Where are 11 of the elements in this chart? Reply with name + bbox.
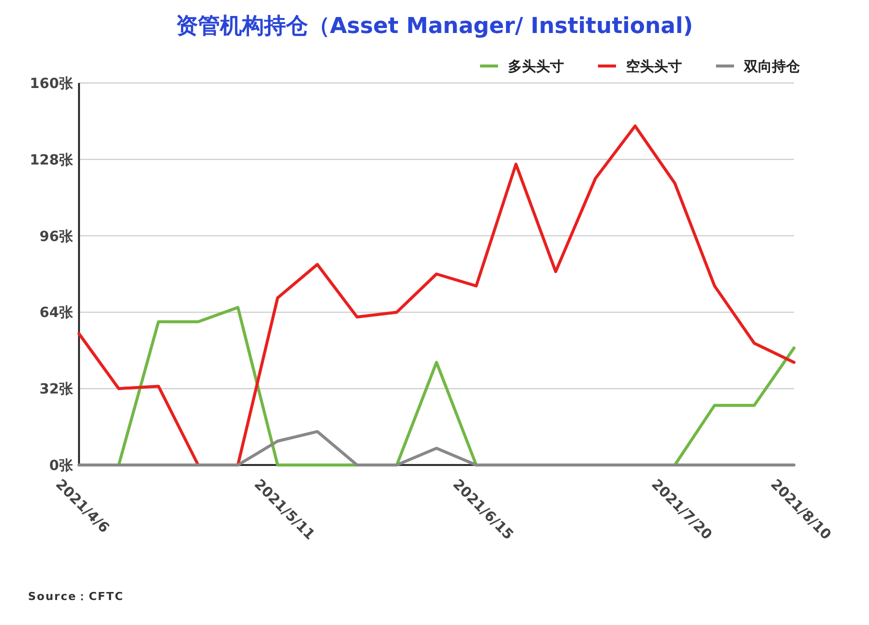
- legend-label: 空头头寸: [626, 58, 682, 75]
- legend-label: 多头头寸: [508, 59, 564, 75]
- legend-label: 双向持仓: [743, 59, 801, 75]
- y-tick-label: 32张: [40, 382, 74, 398]
- source-note: Source：CFTC: [28, 590, 124, 603]
- y-tick-label: 160张: [30, 76, 74, 92]
- y-tick-label: 0张: [49, 458, 74, 474]
- y-tick-label: 96张: [40, 228, 74, 245]
- y-tick-label: 128张: [30, 152, 74, 168]
- chart-title: 资管机构持仓（Asset Manager/ Institutional): [176, 14, 694, 39]
- y-tick-label: 64张: [40, 305, 74, 322]
